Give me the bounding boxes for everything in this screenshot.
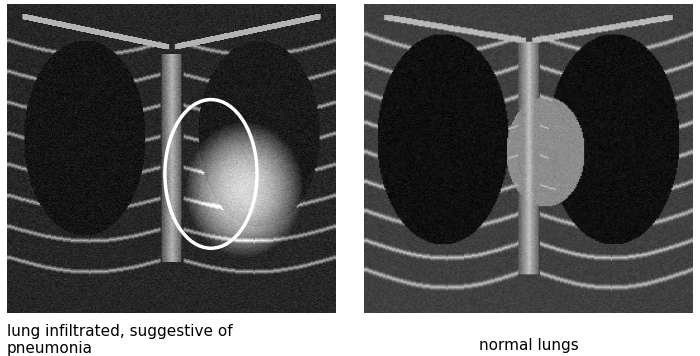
Text: normal lungs: normal lungs xyxy=(479,338,578,353)
Text: lung infiltrated, suggestive of
pneumonia: lung infiltrated, suggestive of pneumoni… xyxy=(7,324,232,356)
